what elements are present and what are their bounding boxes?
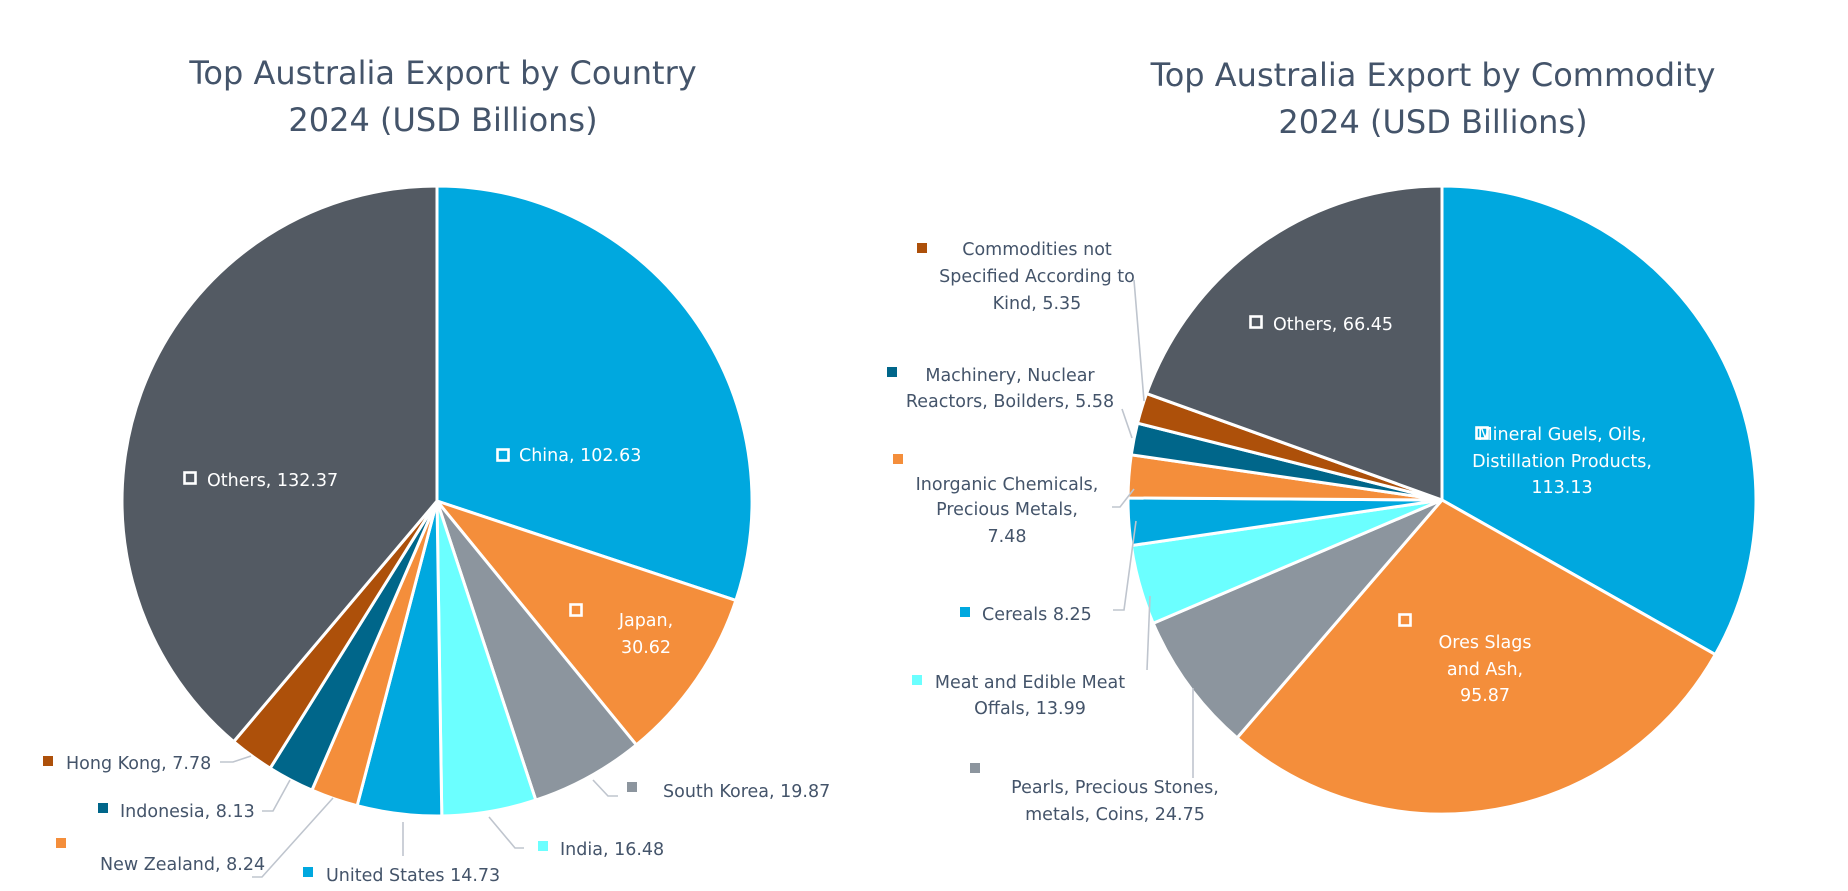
data-label: Machinery, Nuclear bbox=[925, 366, 1095, 386]
data-label: and Ash, bbox=[1447, 660, 1523, 680]
pie-slice-others bbox=[1144, 184, 1444, 503]
data-label: 113.13 bbox=[1531, 478, 1592, 498]
data-label: South Korea, 19.87 bbox=[663, 782, 830, 802]
legend-marker-icon bbox=[496, 448, 510, 462]
data-label: United States 14.73 bbox=[326, 866, 500, 886]
legend-marker-icon bbox=[960, 607, 970, 617]
leader-line bbox=[592, 779, 618, 797]
data-label: India, 16.48 bbox=[560, 840, 664, 860]
data-label: Japan, bbox=[618, 611, 673, 631]
data-label: New Zealand, 8.24 bbox=[100, 855, 265, 875]
data-label: Precious Metals, bbox=[936, 500, 1078, 520]
pie-slice-japan bbox=[432, 497, 738, 748]
chart-title-line-1: Top Australia Export by Commodity bbox=[1150, 56, 1716, 94]
legend-marker-icon bbox=[98, 803, 108, 813]
data-label: 95.87 bbox=[1460, 686, 1510, 706]
legend-marker-icon bbox=[887, 367, 897, 377]
legend-marker-icon bbox=[970, 763, 980, 773]
leader-line bbox=[1113, 520, 1137, 611]
legend-marker-icon bbox=[912, 675, 922, 685]
data-labels: Mineral Guels, Oils, Distillation Product… bbox=[887, 240, 1652, 825]
pie-slice-ores-slags-and-ash bbox=[1234, 498, 1718, 816]
commodity-pie-chart: Top Australia Export by Commodity 2024 (… bbox=[887, 56, 1758, 825]
data-label: Ores Slags bbox=[1439, 633, 1532, 653]
legend-marker-icon bbox=[56, 838, 66, 848]
legend-marker-icon bbox=[893, 454, 903, 464]
data-label: Others, 66.45 bbox=[1273, 315, 1393, 335]
data-label: 30.62 bbox=[621, 638, 671, 658]
leader-lines bbox=[1112, 279, 1194, 778]
legend-marker-icon bbox=[1398, 613, 1412, 627]
leader-line bbox=[1146, 595, 1151, 671]
legend-marker-icon bbox=[43, 756, 53, 766]
country-pie-chart: Top Australia Export by Country 2024 (US… bbox=[43, 54, 830, 886]
pie-slice-china bbox=[435, 184, 754, 603]
data-label: Hong Kong, 7.78 bbox=[66, 754, 211, 774]
data-label: Pearls, Precious Stones, bbox=[1011, 778, 1219, 798]
leader-line bbox=[252, 797, 334, 878]
leader-line bbox=[1121, 408, 1133, 439]
legend-marker-icon bbox=[569, 603, 583, 617]
legend-marker-icon bbox=[1249, 315, 1263, 329]
legend-marker-icon bbox=[627, 782, 637, 792]
data-labels: China, 102.63 Japan, 30.62 South Korea, 19.… bbox=[43, 446, 830, 886]
pie-slices bbox=[120, 184, 754, 818]
data-label: 7.48 bbox=[988, 527, 1027, 547]
data-label: Mineral Guels, Oils, bbox=[1478, 425, 1647, 445]
data-label: Inorganic Chemicals, bbox=[916, 475, 1099, 495]
leader-line bbox=[488, 816, 524, 849]
legend-marker-icon bbox=[1475, 426, 1489, 440]
data-label: Indonesia, 8.13 bbox=[120, 802, 255, 822]
pie-slice-mineral-guels-oils-distillation-products bbox=[1440, 184, 1758, 657]
leader-line bbox=[262, 779, 291, 812]
data-label: Distillation Products, bbox=[1472, 452, 1652, 472]
legend-marker-icon bbox=[538, 841, 548, 851]
pie-slice-pearls-precious-stones-metals-coins bbox=[1151, 498, 1444, 741]
chart-title-line-2: 2024 (USD Billions) bbox=[288, 101, 597, 139]
chart-title-line-1: Top Australia Export by Country bbox=[188, 54, 696, 92]
legend-marker-icon bbox=[183, 471, 197, 485]
data-label: Meat and Edible Meat bbox=[935, 673, 1125, 693]
pie-slice-others bbox=[120, 184, 439, 744]
legend-marker-icon bbox=[303, 867, 313, 877]
data-label: Cereals 8.25 bbox=[982, 605, 1092, 625]
data-label: Reactors, Boilders, 5.58 bbox=[906, 392, 1114, 412]
leader-line bbox=[1133, 279, 1145, 402]
data-label: Offals, 13.99 bbox=[974, 699, 1086, 719]
legend-marker-icon bbox=[917, 243, 927, 253]
leader-line bbox=[220, 755, 252, 763]
pie-slices bbox=[1126, 184, 1758, 816]
chart-title-line-2: 2024 (USD Billions) bbox=[1278, 103, 1587, 141]
data-label: China, 102.63 bbox=[519, 446, 641, 466]
leader-line bbox=[1112, 488, 1135, 508]
data-label: Commodities not bbox=[962, 240, 1112, 260]
leader-lines bbox=[220, 755, 618, 878]
data-label: Specified According to bbox=[939, 267, 1135, 287]
data-label: Others, 132.37 bbox=[207, 471, 338, 491]
data-label: Kind, 5.35 bbox=[993, 294, 1082, 314]
data-label: metals, Coins, 24.75 bbox=[1025, 805, 1205, 825]
